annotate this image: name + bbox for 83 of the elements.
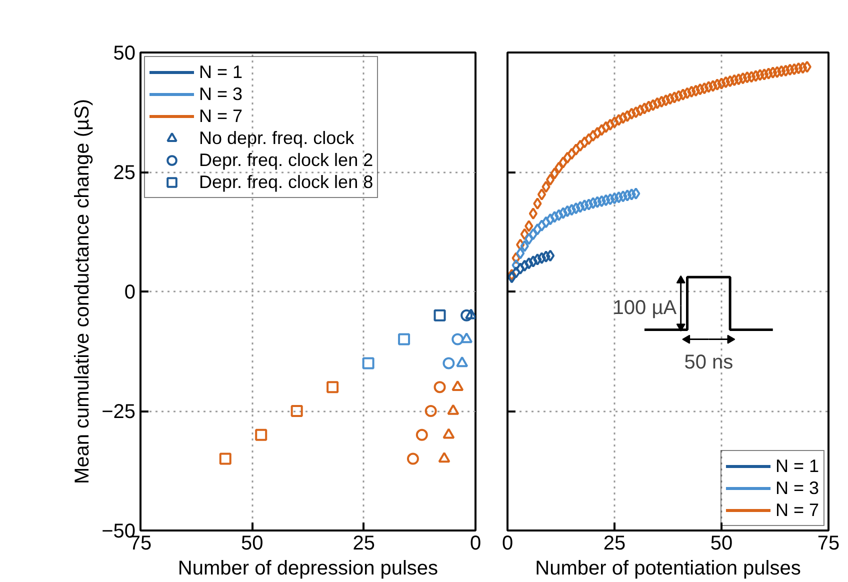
point	[460, 309, 473, 322]
point	[442, 357, 455, 370]
point	[546, 213, 555, 226]
point	[537, 252, 546, 264]
point	[512, 259, 520, 272]
point	[597, 195, 606, 208]
point	[528, 255, 538, 268]
annotation: 100 µA	[612, 297, 678, 320]
point	[584, 198, 594, 211]
point	[255, 428, 268, 441]
point	[438, 452, 450, 463]
point	[326, 381, 339, 394]
x-axis-title: Number of potentiation pulses	[535, 558, 801, 580]
point	[576, 200, 585, 213]
point	[434, 309, 446, 322]
point	[219, 452, 232, 465]
x-tick-label: 50	[710, 532, 733, 554]
point	[406, 452, 419, 465]
point	[460, 332, 473, 344]
point	[623, 189, 632, 202]
point	[558, 207, 568, 220]
x-tick-label: 0	[470, 532, 482, 554]
legend-label: N = 7	[775, 499, 819, 521]
point	[447, 404, 460, 415]
point	[290, 405, 303, 417]
point	[398, 333, 410, 346]
point	[588, 197, 598, 210]
y-tick-label: 0	[124, 282, 136, 304]
x-tick-label: 75	[817, 532, 840, 554]
y-tick-label: −25	[102, 401, 136, 423]
point	[452, 380, 464, 391]
legend-label: N = 1	[775, 455, 819, 477]
point	[632, 188, 640, 200]
legend-label: N = 3	[199, 83, 243, 105]
legend-label: Depr. freq. clock len 8	[199, 171, 374, 193]
legend-label: N = 7	[199, 105, 243, 127]
point	[550, 210, 559, 223]
point	[424, 405, 437, 417]
point	[580, 199, 589, 212]
legend-label: No depr. freq. clock	[199, 127, 354, 149]
point	[606, 193, 615, 206]
point	[567, 204, 576, 216]
point	[614, 191, 624, 204]
point	[456, 356, 468, 368]
point	[537, 220, 546, 232]
x-tick-label: 25	[352, 532, 375, 554]
annotation: 50 ns	[684, 351, 734, 374]
point	[602, 194, 610, 206]
point	[542, 216, 550, 228]
point	[516, 262, 525, 275]
point	[512, 266, 520, 278]
point	[572, 202, 580, 214]
point	[618, 190, 628, 202]
point	[627, 188, 636, 200]
point	[524, 257, 534, 270]
point	[542, 250, 550, 263]
point	[452, 333, 464, 346]
point	[546, 250, 555, 262]
legend-label: N = 3	[775, 477, 819, 499]
point	[434, 381, 446, 394]
point	[593, 196, 602, 208]
point	[520, 240, 529, 252]
x-tick-label: 25	[603, 532, 626, 554]
legend-label: Depr. freq. clock len 2	[199, 149, 374, 171]
x-tick-label: 50	[241, 532, 264, 554]
point	[524, 232, 534, 245]
y-tick-label: 50	[113, 42, 136, 64]
legend-label: N = 1	[199, 61, 243, 83]
y-axis-title: Mean cumulative conductance change (µS)	[72, 98, 94, 484]
point	[442, 428, 455, 439]
point	[554, 209, 564, 222]
point	[516, 247, 525, 260]
point	[520, 260, 529, 272]
x-axis-title: Number of depression pulses	[178, 558, 438, 580]
point	[610, 192, 619, 204]
point	[533, 253, 542, 266]
point	[528, 228, 538, 240]
point	[416, 428, 428, 441]
x-tick-label: 0	[502, 532, 514, 554]
point	[362, 357, 374, 370]
point	[533, 223, 542, 236]
point	[563, 205, 572, 218]
y-tick-label: 25	[113, 162, 136, 184]
